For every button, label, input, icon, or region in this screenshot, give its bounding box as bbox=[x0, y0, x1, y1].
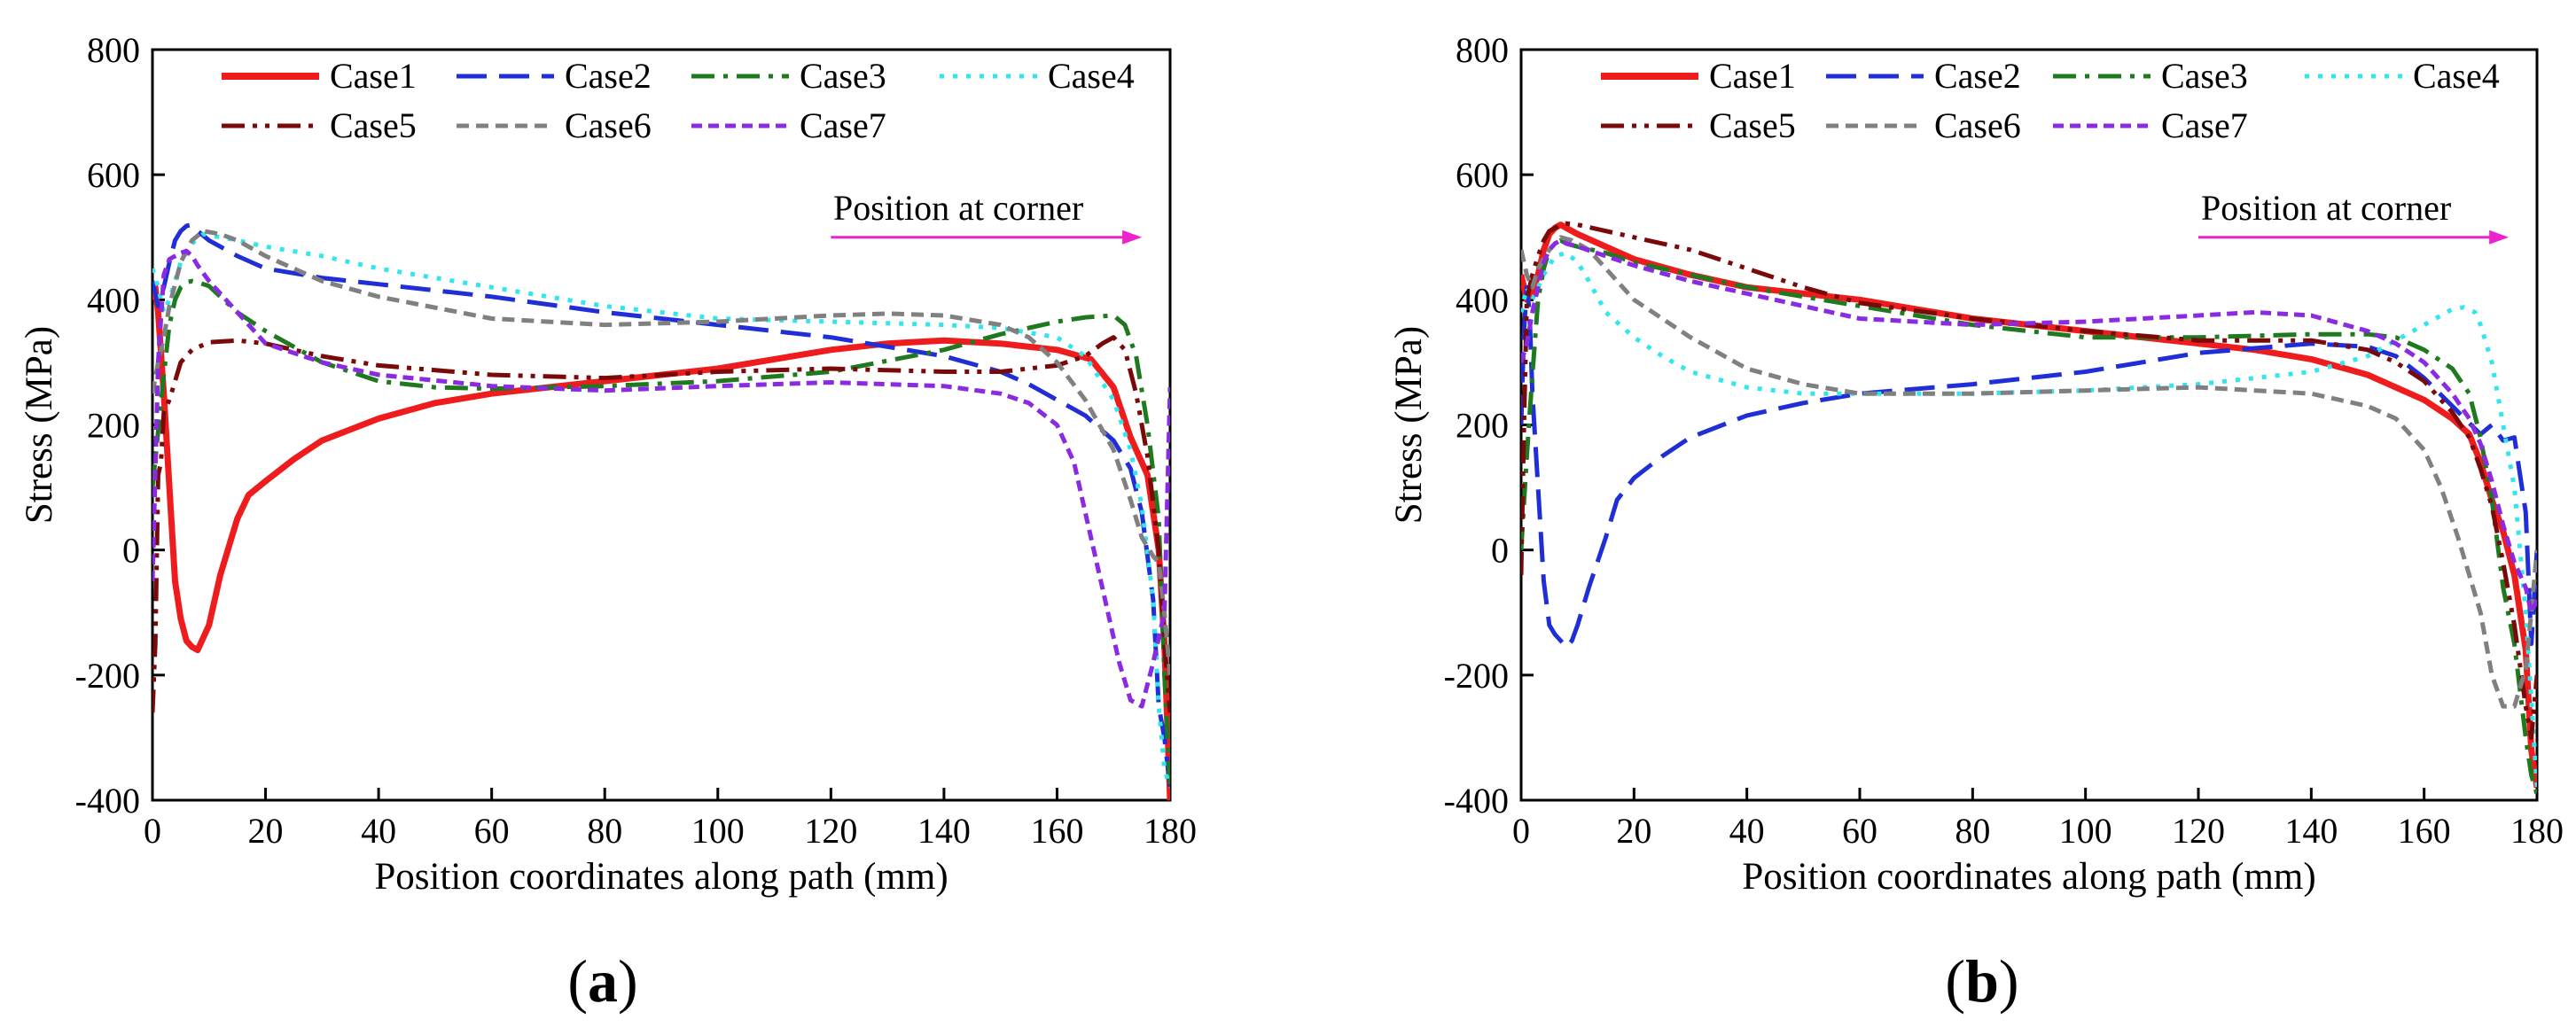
legend-label-case2: Case2 bbox=[1934, 56, 2021, 96]
series-line-case6 bbox=[1521, 235, 2537, 709]
series-line-case4 bbox=[152, 231, 1170, 789]
y-tick-label: 0 bbox=[1491, 531, 1509, 571]
x-tick-label: 120 bbox=[2172, 811, 2225, 851]
y-tick-label: 400 bbox=[87, 280, 140, 320]
plot-frame bbox=[151, 48, 1172, 802]
series-line-case1 bbox=[1521, 222, 2537, 789]
panel-a: 0 20 40 60 80 100 120 140 160 180 -400 -200 0 200 400 6… bbox=[19, 30, 1197, 1015]
y-tick-label: 400 bbox=[1456, 280, 1509, 320]
panel-b: 0 20 40 60 80 100 120 140 160 180 -400 -200 0 200 400 6… bbox=[1388, 30, 2564, 1015]
x-tick-label: 80 bbox=[587, 811, 622, 851]
legend-label-case5: Case5 bbox=[330, 105, 417, 145]
y-tick-label: 600 bbox=[87, 155, 140, 195]
annotation-arrow-head bbox=[1122, 230, 1143, 245]
x-tick-label: 20 bbox=[1616, 811, 1651, 851]
legend-label-case3: Case3 bbox=[800, 56, 886, 96]
legend-label-case5: Case5 bbox=[1709, 105, 1796, 145]
legend-label-case4: Case4 bbox=[2413, 56, 2500, 96]
panel-label: (b) bbox=[1945, 947, 2018, 1015]
x-tick-label: 40 bbox=[1729, 811, 1765, 851]
legend-label-case6: Case6 bbox=[565, 105, 652, 145]
x-tick-label: 20 bbox=[248, 811, 284, 851]
x-tick-label: 0 bbox=[1512, 811, 1530, 851]
x-tick-label: 160 bbox=[2398, 811, 2451, 851]
x-axis-title: Position coordinates along path (mm) bbox=[374, 856, 948, 898]
plot-frame bbox=[1519, 48, 2539, 802]
legend-label-case3: Case3 bbox=[2161, 56, 2248, 96]
y-tick-label: 800 bbox=[87, 30, 140, 70]
series-line-case2 bbox=[1521, 284, 2537, 650]
series-line-case2 bbox=[152, 222, 1170, 789]
x-tick-label: 140 bbox=[2284, 811, 2338, 851]
annotation-text: Position at corner bbox=[833, 188, 1083, 228]
x-tick-label: 60 bbox=[1842, 811, 1877, 851]
legend-label-case7: Case7 bbox=[2161, 105, 2248, 145]
x-tick-label: 60 bbox=[474, 811, 510, 851]
x-tick-label: 40 bbox=[361, 811, 396, 851]
y-tick-label: 0 bbox=[122, 531, 140, 571]
series-line-case7 bbox=[1521, 237, 2537, 615]
y-tick-label: -200 bbox=[1444, 656, 1509, 696]
series-line-case3 bbox=[152, 278, 1170, 789]
series-line-case1 bbox=[152, 284, 1170, 800]
x-tick-label: 120 bbox=[804, 811, 857, 851]
x-tick-label: 140 bbox=[917, 811, 971, 851]
series-line-case5 bbox=[1521, 221, 2537, 740]
series-group bbox=[152, 222, 1170, 800]
series-group bbox=[1521, 221, 2537, 795]
legend-label-case2: Case2 bbox=[565, 56, 652, 96]
x-tick-label: 0 bbox=[144, 811, 161, 851]
x-tick-label: 100 bbox=[691, 811, 745, 851]
y-axis-title: Stress (MPa) bbox=[19, 326, 60, 524]
y-tick-label: -400 bbox=[75, 781, 140, 821]
legend-label-case6: Case6 bbox=[1934, 105, 2021, 145]
legend-label-case1: Case1 bbox=[1709, 56, 1796, 96]
legend-label-case1: Case1 bbox=[330, 56, 417, 96]
x-tick-label: 180 bbox=[1144, 811, 1197, 851]
y-tick-label: 600 bbox=[1456, 155, 1509, 195]
y-axis-title: Stress (MPa) bbox=[1388, 326, 1430, 524]
x-tick-label: 100 bbox=[2059, 811, 2112, 851]
series-line-case6 bbox=[152, 229, 1170, 676]
x-tick-label: 160 bbox=[1030, 811, 1083, 851]
series-line-case7 bbox=[152, 248, 1170, 709]
y-tick-label: 200 bbox=[1456, 406, 1509, 446]
legend-label-case7: Case7 bbox=[800, 105, 886, 145]
y-tick-label: -400 bbox=[1444, 781, 1509, 821]
y-tick-label: 800 bbox=[1456, 30, 1509, 70]
x-tick-label: 180 bbox=[2510, 811, 2564, 851]
x-axis-title: Position coordinates along path (mm) bbox=[1742, 856, 2315, 898]
y-tick-label: 200 bbox=[87, 406, 140, 446]
legend-label-case4: Case4 bbox=[1048, 56, 1135, 96]
annotation-arrow-head bbox=[2489, 230, 2510, 245]
series-line-case5 bbox=[152, 335, 1170, 713]
y-tick-label: -200 bbox=[75, 656, 140, 696]
panel-label: (a) bbox=[567, 947, 637, 1015]
annotation-text: Position at corner bbox=[2201, 188, 2451, 228]
series-line-case4 bbox=[1521, 250, 2537, 789]
x-tick-label: 80 bbox=[1955, 811, 1990, 851]
